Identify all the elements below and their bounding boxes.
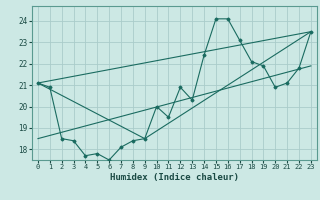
X-axis label: Humidex (Indice chaleur): Humidex (Indice chaleur)	[110, 173, 239, 182]
